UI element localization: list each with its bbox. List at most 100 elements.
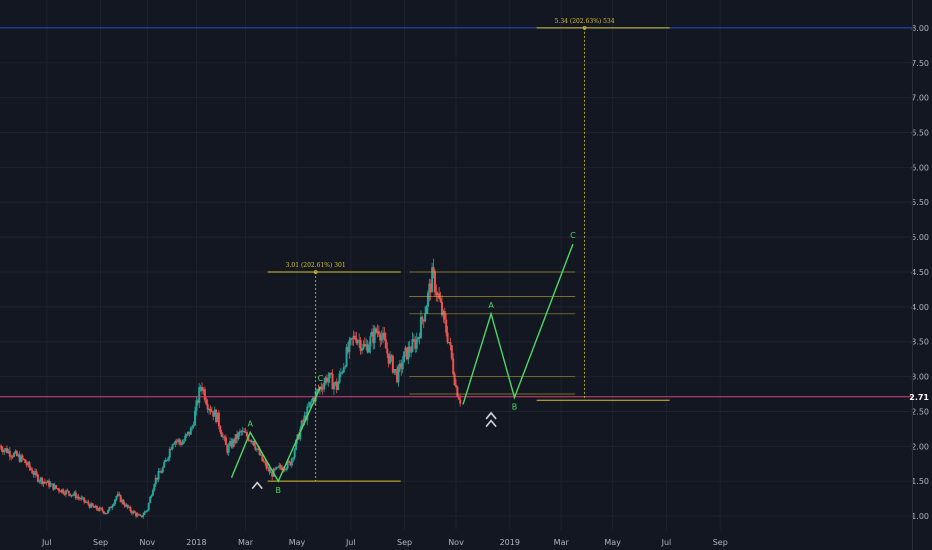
candle-body (184, 435, 187, 441)
y-tick-label: 6.50 (911, 129, 929, 138)
candle-body (355, 338, 358, 344)
candle-body (302, 420, 305, 422)
x-tick-label: Mar (238, 538, 254, 547)
candle-body (439, 298, 442, 302)
candle-body (45, 482, 48, 484)
candle-body (90, 503, 93, 508)
candle-body (125, 504, 128, 507)
candle-body (223, 436, 226, 438)
candle-body (426, 292, 429, 307)
candle-body (198, 387, 201, 403)
candle-body (356, 340, 359, 344)
candle-body (264, 461, 267, 463)
x-tick-label: Sep (713, 538, 728, 547)
y-tick-label: 1.50 (911, 477, 929, 486)
x-tick-label: Jul (661, 538, 672, 547)
candle-body (192, 425, 195, 427)
candle-body (447, 342, 450, 344)
candle-body (175, 441, 178, 443)
candle-body (408, 346, 411, 353)
candle-body (199, 387, 202, 389)
candle-body (405, 347, 408, 360)
candle-body (70, 495, 73, 497)
wave-point-label: A (488, 301, 494, 310)
candle-body (25, 463, 28, 466)
candle-body (115, 496, 118, 500)
candle-body (424, 313, 427, 322)
wave-point-label: C (570, 231, 576, 240)
candle-body (48, 480, 51, 487)
projection-label: 3.01 (202.61%) 301 (286, 262, 346, 269)
candle-body (459, 399, 462, 404)
candle-body (390, 355, 393, 357)
candle-body (181, 443, 184, 445)
candle-body (321, 388, 324, 390)
candle-body (401, 362, 404, 370)
candle-body (339, 372, 342, 374)
candle-body (303, 415, 306, 422)
chevron-up-icon (485, 411, 497, 420)
candle-body (179, 442, 182, 445)
candle-body (219, 426, 222, 433)
y-tick-label: 2.50 (911, 407, 929, 416)
candle-body (274, 468, 277, 470)
candle-body (132, 511, 135, 514)
candle-body (411, 339, 414, 352)
candle-body (20, 455, 23, 462)
current-price-box (913, 390, 932, 403)
candle-body (216, 412, 219, 423)
candle-body (109, 506, 112, 509)
candle-body (27, 462, 30, 466)
candle-body (63, 493, 66, 495)
candle-body (377, 331, 380, 335)
candle-body (271, 471, 274, 477)
candle-body (78, 497, 81, 500)
candle-body (351, 338, 354, 340)
candle-body (358, 340, 361, 342)
candle-body (50, 483, 53, 485)
candle-body (330, 372, 333, 374)
candle-body (77, 496, 80, 498)
candle-body (338, 373, 341, 383)
candle-body (140, 515, 143, 518)
candle-body (57, 488, 60, 492)
candle-body (366, 344, 369, 353)
candle-body (307, 406, 310, 408)
candle-body (157, 471, 160, 480)
candle-body (393, 369, 396, 373)
candle-body (269, 471, 272, 473)
candle-body (237, 432, 240, 439)
candle-body (453, 373, 456, 385)
candle-body (28, 462, 31, 468)
candle-body (440, 301, 443, 316)
x-tick-label: Jul (41, 538, 52, 547)
candle-body (32, 473, 35, 475)
candle-body (455, 384, 457, 387)
chevron-up-icon (251, 481, 263, 490)
x-tick-label: Sep (397, 538, 412, 547)
candle-body (375, 328, 378, 333)
y-tick-label: 3.50 (911, 338, 929, 347)
y-tick-label: 4.50 (911, 268, 929, 277)
candle-body (252, 440, 255, 446)
candle-body (443, 311, 446, 320)
candle-body (122, 499, 125, 505)
candle-body (43, 481, 46, 483)
candle-body (456, 386, 459, 397)
candle-body (342, 367, 345, 373)
candle-body (436, 293, 439, 296)
candle-body (227, 444, 230, 453)
candle-body (93, 506, 96, 508)
candle-body (230, 441, 233, 448)
y-tick-label: 5.50 (911, 198, 929, 207)
candle-body (49, 483, 52, 487)
candle-body (435, 292, 438, 296)
candle-body (80, 497, 83, 500)
candle-body (331, 373, 334, 390)
candle-body (52, 483, 55, 490)
candle-body (130, 511, 133, 514)
candle-body (160, 472, 163, 474)
candle-body (445, 319, 448, 333)
y-tick-label: 1.00 (911, 512, 929, 521)
candle-body (129, 506, 132, 512)
